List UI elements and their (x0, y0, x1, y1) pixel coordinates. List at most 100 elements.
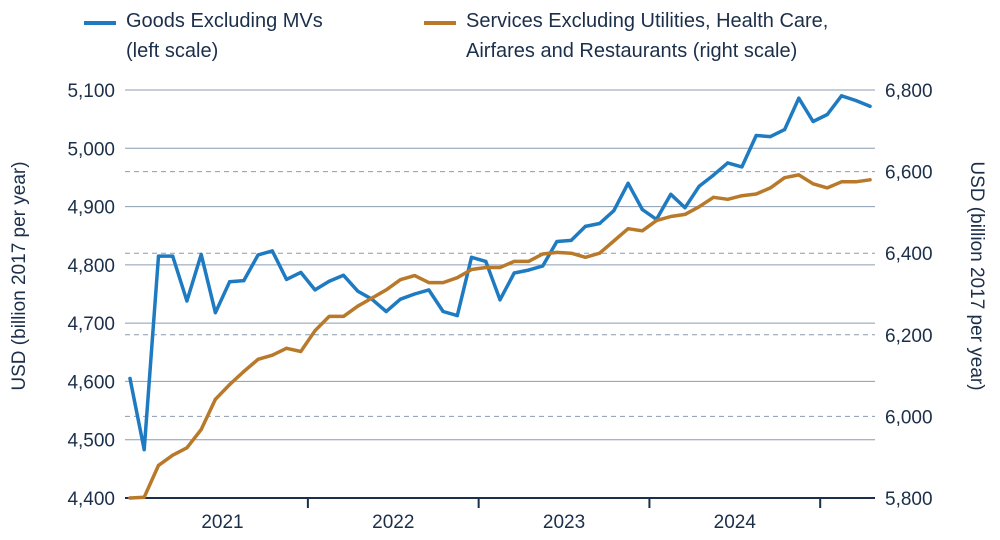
legend-services-name: Services Excluding Utilities, Health Car… (466, 10, 829, 32)
data-point-services (825, 186, 829, 190)
data-point-goods (484, 259, 488, 263)
data-point-goods (783, 128, 787, 132)
data-point-goods (839, 94, 844, 98)
data-point-services (868, 178, 872, 182)
data-point-goods (171, 254, 175, 258)
data-point-goods (142, 448, 146, 452)
data-point-services (768, 186, 772, 190)
data-point-services (455, 276, 459, 280)
data-point-goods (469, 255, 474, 259)
data-point-goods (185, 299, 189, 303)
data-point-services (370, 296, 374, 300)
data-point-goods (384, 309, 388, 314)
y-right-tick-label: 6,000 (885, 407, 933, 428)
data-point-services (313, 329, 317, 333)
data-point-services (498, 265, 502, 270)
data-point-goods (555, 239, 559, 244)
data-point-services (128, 496, 132, 500)
y-left-tick-label: 4,400 (67, 489, 115, 510)
data-point-goods (797, 96, 801, 100)
data-point-goods (569, 238, 573, 242)
y-right-tick-label: 5,800 (885, 489, 933, 510)
data-point-services (612, 239, 616, 243)
data-point-goods (626, 181, 630, 185)
data-point-goods (427, 288, 431, 292)
x-axis: 2021 2022 2023 2024 (201, 498, 822, 533)
data-point-goods (228, 280, 232, 284)
y-left-tick-label: 4,800 (67, 256, 115, 277)
data-point-goods (541, 264, 545, 268)
data-point-services (569, 251, 573, 255)
data-point-services (754, 192, 758, 196)
y-left-tick-label: 4,600 (67, 372, 115, 393)
data-point-goods (413, 292, 417, 296)
data-point-services (299, 349, 303, 354)
data-point-services (526, 259, 531, 263)
data-point-services (640, 229, 644, 233)
y-right-tick-label: 6,800 (885, 81, 933, 102)
y-right-tick-label: 6,400 (885, 244, 933, 265)
data-point-goods (697, 184, 701, 188)
data-point-services (740, 194, 744, 198)
data-point-goods (583, 224, 587, 228)
data-point-services (811, 182, 815, 186)
data-point-goods (498, 298, 502, 302)
data-point-goods (825, 112, 829, 117)
data-point-services (711, 195, 716, 199)
data-point-goods (740, 165, 744, 169)
data-point-services (398, 278, 402, 282)
data-point-goods (156, 254, 161, 258)
legend-goods-sub: (left scale) (126, 40, 219, 62)
data-point-services (512, 259, 516, 263)
data-point-goods (868, 104, 872, 108)
data-point-services (413, 274, 417, 278)
legend-goods-name: Goods Excluding MVs (126, 10, 323, 32)
data-point-services (213, 397, 217, 401)
data-point-services (839, 180, 844, 184)
y-left-tick-label: 5,000 (67, 139, 115, 160)
data-point-services (598, 251, 602, 255)
x-tick-label: 2021 (201, 512, 243, 533)
data-point-goods (512, 271, 516, 275)
data-point-services (469, 267, 474, 272)
data-point-services (427, 280, 431, 285)
series-line-services (128, 173, 872, 500)
data-point-services (142, 495, 146, 499)
data-point-goods (242, 278, 246, 283)
y-axis-label-left: USD (billion 2017 per year) (9, 161, 30, 391)
data-point-goods (669, 192, 673, 196)
y-left-tick-label: 5,100 (67, 81, 115, 102)
data-point-goods (683, 206, 687, 210)
data-point-goods (213, 311, 217, 315)
left-axis-ticks: 4,400 4,500 4,600 4,700 4,800 4,900 5,000 5,100 (67, 81, 115, 510)
data-point-services (669, 214, 673, 219)
data-point-services (156, 463, 161, 467)
data-point-services (341, 314, 346, 319)
data-point-services (683, 212, 687, 217)
data-point-services (541, 252, 545, 256)
legend-services-sub: Airfares and Restaurants (right scale) (466, 40, 798, 62)
data-point-services (854, 180, 858, 184)
data-point-services (697, 205, 701, 209)
data-point-goods (313, 288, 317, 292)
series-line-goods (128, 94, 872, 452)
legend-swatch-goods (84, 21, 116, 25)
data-point-goods (526, 268, 531, 272)
data-point-goods (327, 279, 331, 283)
data-point-services (284, 346, 289, 350)
data-point-services (256, 357, 260, 361)
gridlines (125, 89, 875, 441)
data-point-services (199, 427, 203, 432)
data-point-goods (726, 161, 730, 165)
data-point-goods (754, 133, 758, 138)
data-point-services (783, 176, 787, 180)
data-point-services (583, 255, 587, 259)
data-point-services (797, 173, 801, 177)
data-point-goods (356, 289, 360, 293)
series-services (128, 173, 872, 500)
data-point-services (384, 288, 388, 292)
data-point-goods (598, 221, 602, 226)
data-point-services (726, 197, 730, 201)
data-point-goods (341, 273, 346, 277)
